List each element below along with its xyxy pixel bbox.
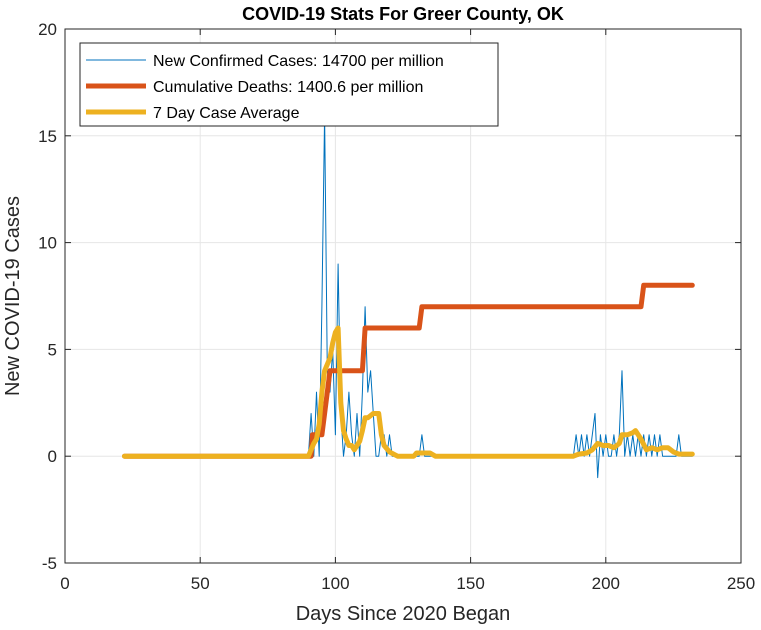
x-tick-label: 150 xyxy=(456,574,484,593)
legend-entry-0: New Confirmed Cases: 14700 per million xyxy=(153,53,444,70)
series-line-1 xyxy=(122,282,695,459)
plot-frame xyxy=(64,28,742,564)
legend-entry-1: Cumulative Deaths: 1400.6 per million xyxy=(153,79,423,96)
y-tick-label: -5 xyxy=(42,554,57,573)
legend-entry-2: 7 Day Case Average xyxy=(153,105,300,122)
x-tick-label: 200 xyxy=(592,574,620,593)
x-tick-label: 100 xyxy=(321,574,349,593)
x-axis-label: Days Since 2020 Began xyxy=(296,603,511,625)
x-tick-label: 250 xyxy=(727,574,755,593)
y-tick-label: 0 xyxy=(48,447,57,466)
y-tick-label: 10 xyxy=(38,234,57,253)
y-tick-label: 15 xyxy=(38,127,57,146)
legend: New Confirmed Cases: 14700 per million Cu… xyxy=(79,42,499,127)
y-axis-label: New COVID-19 Cases xyxy=(2,196,24,396)
legend-box xyxy=(79,42,499,127)
x-tick-label: 50 xyxy=(191,574,210,593)
series-line-2 xyxy=(122,325,695,459)
series-lines xyxy=(122,113,695,479)
x-tick-label: 0 xyxy=(60,574,69,593)
y-tick-label: 5 xyxy=(48,340,57,359)
y-tick-label: 20 xyxy=(38,20,57,39)
chart-title: COVID-19 Stats For Greer County, OK xyxy=(242,4,564,24)
series-line-0 xyxy=(124,113,693,479)
